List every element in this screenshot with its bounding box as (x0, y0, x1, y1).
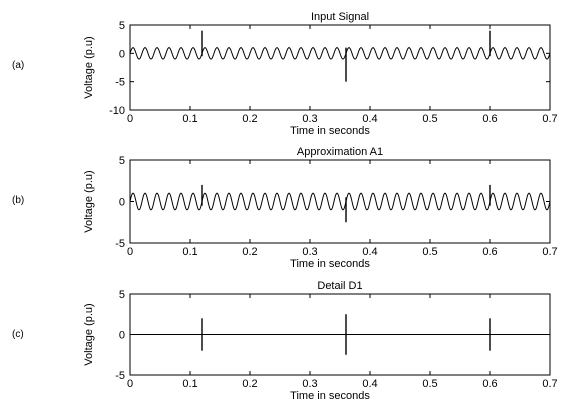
series-line (130, 192, 550, 211)
y-tick-label: 0 (119, 330, 125, 342)
series-0 (130, 314, 550, 355)
y-tick-label: 0 (119, 197, 125, 209)
x-tick-label: 0.4 (362, 246, 377, 258)
y-axis-label: Voltage (p.u) (83, 170, 95, 232)
chart-title: Input Signal (311, 11, 369, 23)
x-tick-label: 0.6 (482, 113, 497, 125)
x-tick-label: 0.7 (542, 378, 557, 390)
x-tick-label: 0 (127, 113, 133, 125)
chart-panel-1: (b) Approximation A1 0 0.1 0.2 0.3 0.4 0.5 0.6 0.… (12, 146, 558, 270)
x-tick-label: 0.1 (182, 113, 197, 125)
y-tick-label: 5 (119, 20, 125, 32)
panel-tag: (a) (12, 60, 24, 71)
y-tick-label: -10 (109, 105, 125, 117)
plot-frame (129, 24, 551, 111)
panel-tag: (c) (12, 329, 24, 340)
x-tick-label: 0.3 (302, 378, 317, 390)
x-axis-label: Time in seconds (290, 258, 370, 270)
x-tick-label: 0.6 (482, 378, 497, 390)
x-axis-label: Time in seconds (290, 390, 370, 402)
x-tick-label: 0.5 (422, 113, 437, 125)
x-tick-label: 0.1 (182, 378, 197, 390)
x-tick-label: 0.2 (242, 378, 257, 390)
y-tick-label: 0 (119, 48, 125, 60)
x-axis-label: Time in seconds (290, 125, 370, 137)
y-tick-label: -5 (115, 370, 125, 382)
chart-title: Detail D1 (317, 280, 362, 292)
x-tick-label: 0.7 (542, 113, 557, 125)
x-tick-label: 0.2 (242, 113, 257, 125)
series-0 (130, 30, 550, 82)
chart-panel-0: (a) Input Signal 0 0.1 0.2 0.3 0.4 0.5 0.6 0.7 -10… (12, 11, 558, 137)
y-tick-label: 5 (119, 289, 125, 301)
chart-title: Approximation A1 (297, 146, 383, 158)
series-0 (130, 184, 550, 223)
x-tick-label: 0.7 (542, 246, 557, 258)
x-tick-label: 0.5 (422, 378, 437, 390)
x-tick-label: 0.1 (182, 246, 197, 258)
x-tick-label: 0.3 (302, 113, 317, 125)
x-tick-label: 0.4 (362, 113, 377, 125)
y-tick-label: 5 (119, 155, 125, 167)
y-tick-label: -5 (115, 238, 125, 250)
x-tick-label: 0.3 (302, 246, 317, 258)
chart-panel-2: (c)Detail D10 0.1 0.2 0.3 0.4 0.5 0.6 0.7-505Ti… (12, 280, 558, 402)
x-tick-label: 0.5 (422, 246, 437, 258)
panel-tag: (b) (12, 195, 24, 206)
x-tick-label: 0 (127, 246, 133, 258)
x-tick-label: 0.6 (482, 246, 497, 258)
y-axis-label: Voltage (p.u) (83, 36, 95, 98)
x-tick-label: 0 (127, 378, 133, 390)
series-line (130, 47, 550, 60)
x-tick-label: 0.2 (242, 246, 257, 258)
x-tick-label: 0.4 (362, 378, 377, 390)
y-tick-label: -5 (115, 77, 125, 89)
y-axis-label: Voltage (p.u) (83, 303, 95, 365)
